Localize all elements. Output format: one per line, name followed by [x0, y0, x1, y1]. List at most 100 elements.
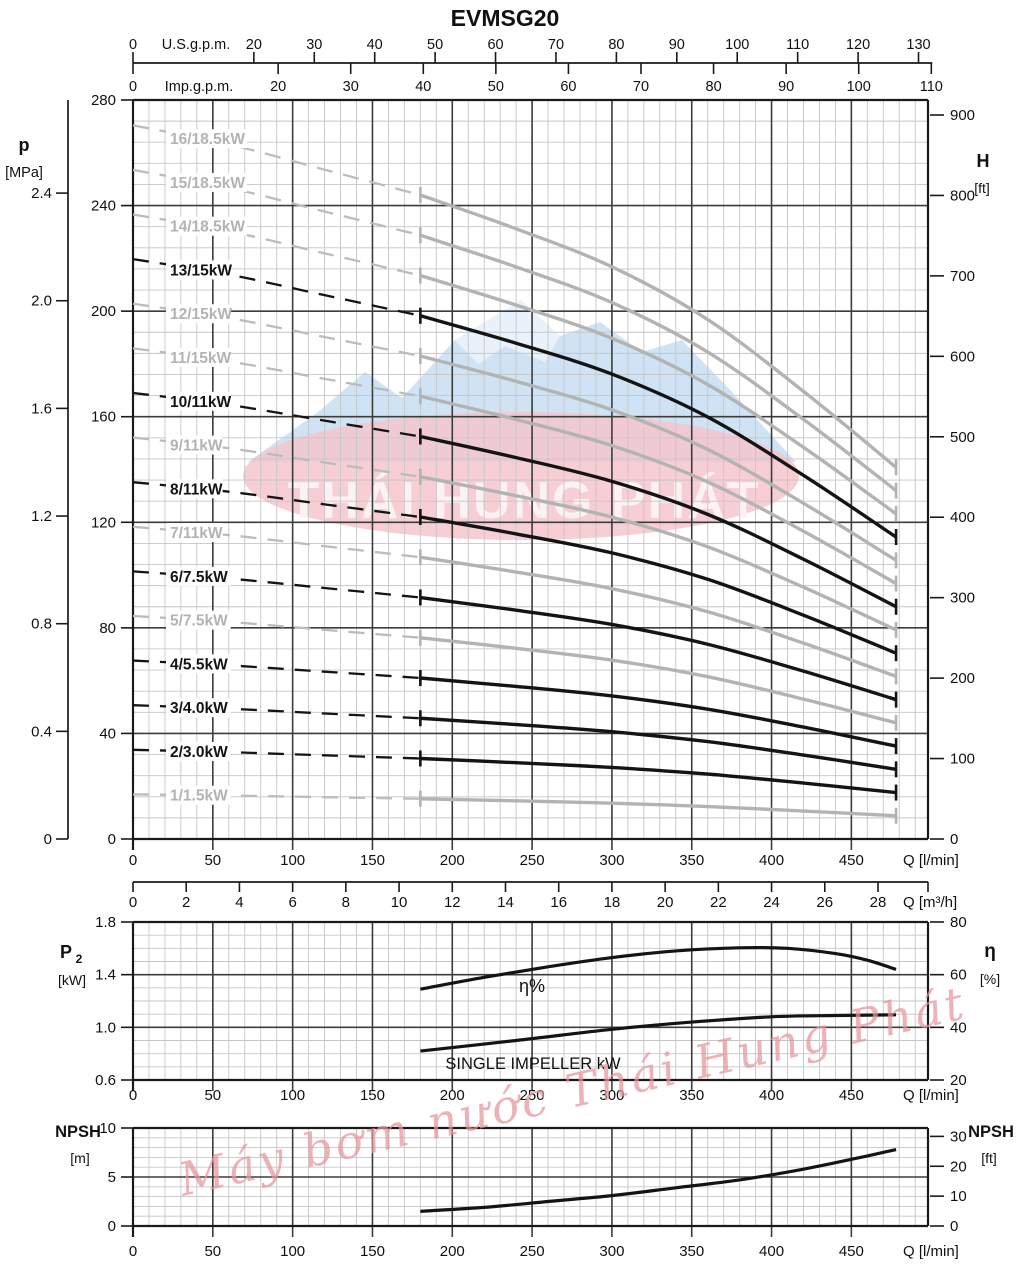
- curve-label-backing: [166, 566, 231, 586]
- curve-label-5-stages: 5/7.5kW: [170, 613, 228, 630]
- eta-axis-title: η: [984, 941, 996, 962]
- curve-label-backing: [166, 741, 231, 761]
- curve-label-2-stages: 2/3.0kW: [170, 744, 228, 761]
- pressure-tick-label: 1.2: [31, 508, 52, 525]
- impgpm-tick-label: 0: [129, 79, 137, 95]
- m3h-tick-label: 6: [288, 894, 296, 911]
- pressure-tick-label: 0.8: [31, 616, 52, 633]
- head-curve-14-stages: [419, 273, 898, 516]
- curve-label-backing: [166, 348, 231, 368]
- head-m-tick-label: 200: [91, 303, 116, 320]
- usgpm-tick-label: 0: [129, 37, 137, 53]
- power-curve-label: SINGLE IMPELLER kW: [445, 1055, 621, 1073]
- q-lmin-tick-label: 50: [204, 1243, 221, 1260]
- m3h-tick-label: 8: [342, 894, 350, 911]
- impgpm-tick-label: 50: [488, 79, 504, 95]
- curve-label-backing: [166, 391, 231, 411]
- m3h-tick-label: 22: [710, 894, 727, 911]
- npsh-m-tick-label: 0: [108, 1218, 116, 1235]
- head-m-tick-label: 240: [91, 198, 116, 215]
- eta-tick-label: 20: [950, 1072, 967, 1089]
- head-ft-tick-label: 700: [950, 268, 975, 285]
- curve-label-backing: [166, 785, 231, 805]
- usgpm-tick-label: 80: [608, 37, 624, 53]
- head-ft-tick-label: 200: [950, 670, 975, 687]
- curve-label-9-stages: 9/11kW: [170, 438, 223, 455]
- p2-axis-title-sub: 2: [76, 952, 83, 966]
- q-lmin-tick-label: 200: [440, 1243, 465, 1260]
- m3h-tick-label: 4: [235, 894, 243, 911]
- p2-axis-title: P: [60, 942, 72, 962]
- curve-label-backing: [166, 129, 247, 149]
- usgpm-tick-label: 130: [906, 37, 930, 53]
- p2-tick-label: 1.0: [95, 1019, 116, 1036]
- q-lmin-tick-label: 400: [759, 852, 784, 869]
- m3h-tick-label: 26: [816, 894, 833, 911]
- head-curve-4-stages: [420, 676, 897, 748]
- efficiency-curve: [420, 945, 897, 991]
- curve-label-backing: [166, 216, 247, 236]
- q-lmin-tick-label: 50: [204, 852, 221, 869]
- q-lmin-tick-label: 200: [440, 1087, 465, 1104]
- m3h-axis-title: Q [m³/h]: [903, 894, 957, 911]
- impgpm-tick-label: 20: [270, 79, 286, 95]
- q-lmin-tick-label: 0: [129, 1243, 137, 1260]
- head-curve-10-stages: [419, 434, 897, 609]
- q-lmin-tick-label: 450: [839, 1087, 864, 1104]
- usgpm-tick-label: 70: [548, 37, 564, 53]
- head-ft-tick-label: 0: [950, 831, 958, 848]
- npsh-m-tick-label: 5: [108, 1169, 116, 1186]
- curve-label-backing: [166, 435, 223, 455]
- head-ft-tick-label: 600: [950, 348, 975, 365]
- pressure-tick-label: 0: [44, 831, 52, 848]
- usgpm-tick-label: 50: [427, 37, 443, 53]
- curve-label-7-stages: 7/11kW: [170, 525, 223, 542]
- head-curve-11-stages: [419, 394, 897, 585]
- impgpm-tick-label: 80: [706, 79, 722, 95]
- usgpm-tick-label: 120: [846, 37, 870, 53]
- usgpm-tick-label: 20: [246, 37, 262, 53]
- head-ft-tick-label: 100: [950, 751, 975, 768]
- q-lmin-tick-label: 450: [839, 852, 864, 869]
- head-curve-1-stages: [420, 797, 897, 818]
- q-lmin-tick-label: 150: [360, 1087, 385, 1104]
- head-ft-tick-label: 500: [950, 429, 975, 446]
- pressure-tick-label: 2.0: [31, 293, 52, 310]
- usgpm-tick-label: 90: [669, 37, 685, 53]
- m3h-tick-label: 24: [763, 894, 780, 911]
- q-lmin-tick-label: 150: [360, 852, 385, 869]
- curve-label-3-stages: 3/4.0kW: [170, 700, 228, 717]
- q-lmin-tick-label: 300: [599, 852, 624, 869]
- q-lmin-axis-title: Q [l/min]: [903, 1087, 959, 1104]
- q-lmin-tick-label: 400: [759, 1243, 784, 1260]
- head-ft-axis-title: H: [977, 151, 990, 171]
- single-impeller-power-curve: [420, 1013, 897, 1053]
- q-lmin-tick-label: 0: [129, 852, 137, 869]
- m3h-tick-label: 16: [550, 894, 567, 911]
- usgpm-tick-label: 110: [786, 37, 809, 53]
- head-curve-16-stages: [419, 193, 898, 469]
- curve-label-backing: [166, 260, 231, 280]
- impgpm-axis-title: Imp.g.p.m.: [165, 79, 234, 95]
- curve-label-4-stages: 4/5.5kW: [170, 656, 228, 673]
- m3h-tick-label: 0: [129, 894, 137, 911]
- eta-tick-label: 40: [950, 1019, 967, 1036]
- impgpm-tick-label: 100: [847, 79, 871, 95]
- npsh-curve: [420, 1147, 897, 1213]
- head-curve-6-stages: [420, 595, 897, 702]
- eta-tick-label: 60: [950, 967, 967, 984]
- head-ft-tick-label: 900: [950, 107, 975, 124]
- npsh-ft-axis-unit: [ft]: [981, 1150, 997, 1166]
- q-lmin-tick-label: 300: [599, 1243, 624, 1260]
- q-lmin-tick-label: 250: [520, 852, 545, 869]
- curve-label-8-stages: 8/11kW: [170, 481, 223, 498]
- q-lmin-tick-label: 100: [280, 1087, 305, 1104]
- p2-tick-label: 0.6: [95, 1072, 116, 1089]
- head-m-tick-label: 40: [99, 725, 116, 742]
- p2-axis-unit: [kW]: [58, 972, 86, 988]
- npsh-ft-tick-label: 10: [950, 1188, 967, 1205]
- pressure-axis-unit: [MPa]: [5, 165, 43, 181]
- usgpm-tick-label: 60: [487, 37, 503, 53]
- head-curve-5-stages: [420, 636, 897, 725]
